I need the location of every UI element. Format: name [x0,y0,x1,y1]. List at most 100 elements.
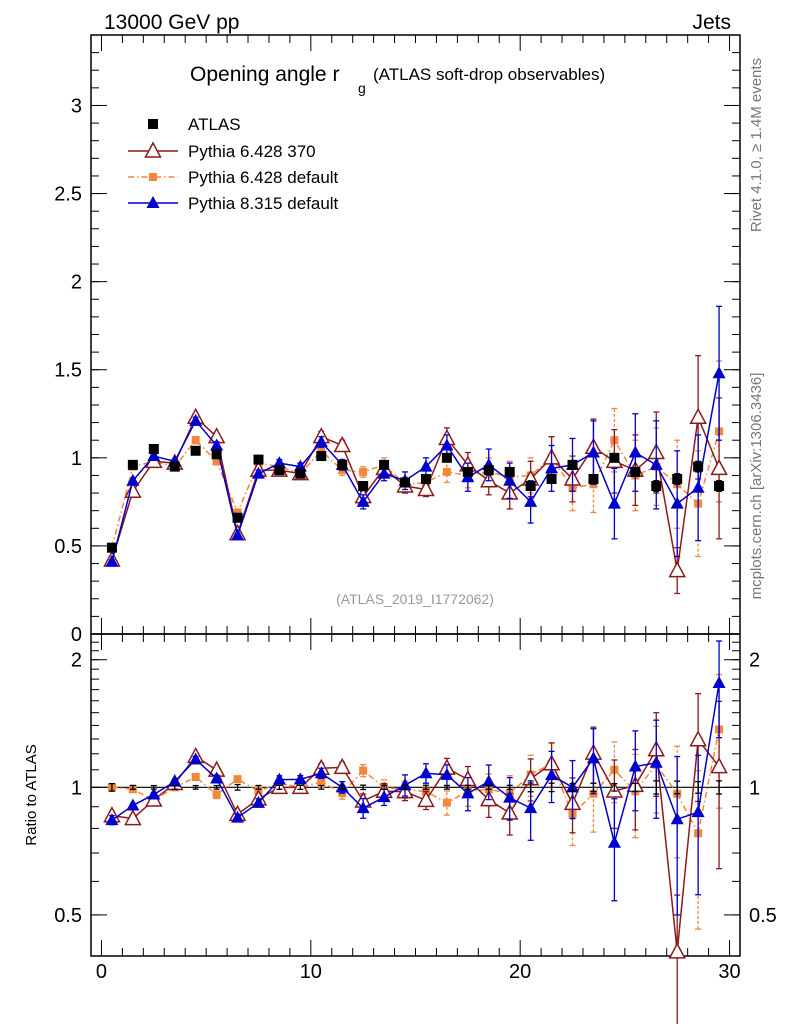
legend-label: Pythia 6.428 default [188,168,339,187]
main-point-pythia-8-315-default [545,461,559,474]
ratio-point-pythia-8-315-default [524,801,538,814]
ratio-point-pythia-6-428-370 [124,809,142,826]
main-point-atlas [148,444,159,455]
main-point-atlas [316,451,327,462]
main-point-pythia-8-315-default [314,434,328,447]
rivet-label: Rivet 4.1.0, ≥ 1.4M events [748,58,765,232]
main-point-pythia-8-315-default [419,459,433,472]
main-point-pythia-6-428-370 [710,458,728,476]
ratio-point-pythia-8-315-default [440,767,454,780]
legend: ATLAS Pythia 6.428 370 Pythia 6.428 defaul… [128,115,339,213]
main-point-pythia-6-428-default [442,467,451,476]
ratio-y-tick-label-right: 0.5 [749,905,777,927]
main-point-atlas [525,481,536,492]
ratio-point-pythia-8-315-default [168,774,182,787]
ratio-point-pythia-8-315-default [649,755,663,768]
ratio-point-pythia-8-315-default [147,787,161,800]
main-point-pythia-8-315-default [628,445,642,458]
main-point-pythia-8-315-default [272,456,286,469]
ratio-point-pythia-8-315-default [105,813,119,826]
main-point-pythia-8-315-default [524,494,538,507]
main-point-pythia-8-315-default [105,554,119,567]
main-point-atlas [274,465,285,476]
main-point-atlas [211,449,222,460]
ratio-point-pythia-8-315-default [482,774,496,787]
ratio-point-pythia-8-315-default [545,768,559,781]
ratio-point-pythia-8-315-default [670,812,684,825]
main-point-pythia-8-315-default [147,449,161,462]
main-point-atlas [420,473,431,484]
x-tick-label: 30 [718,961,740,983]
main-point-atlas [714,481,725,492]
main-point-pythia-8-315-default [189,413,203,426]
legend-label: Pythia 6.428 370 [188,142,316,161]
ratio-point-pythia-8-315-default [272,772,286,785]
main-line-pythia-6-428-default [111,431,720,548]
main-point-atlas [567,459,578,470]
main-point-pythia-6-428-default [233,508,242,517]
legend-entry-atlas: ATLAS [148,115,241,134]
ratio-point-pythia-8-315-default [628,759,642,772]
ratio-y-tick-label-right: 2 [749,650,760,672]
main-point-pythia-8-315-default [440,438,454,451]
main-line-pythia-6-428-370 [111,414,720,571]
main-point-pythia-6-428-default [317,446,326,455]
main-panel: 0 0.5 1 1.5 2 2.5 3 [54,34,741,646]
chart-title-subscript: g [358,80,366,96]
ratio-point-pythia-6-428-default [317,777,326,786]
main-y-tick-label: 0 [71,624,82,646]
main-point-atlas [253,454,264,465]
legend-marker [148,119,158,129]
ratio-point-pythia-6-428-370 [668,942,686,959]
main-point-pythia-8-315-default [607,496,621,509]
legend-entry-pythia-6-428-370: Pythia 6.428 370 [128,141,316,161]
ratio-point-pythia-8-315-default [231,810,245,823]
ratio-point-pythia-6-428-370 [710,757,728,774]
main-point-pythia-6-428-default [212,457,221,466]
main-point-pythia-8-315-default [503,473,517,486]
process-label: Jets [692,11,731,34]
main-point-pythia-6-428-370 [689,407,707,425]
x-tick-label: 10 [300,961,322,983]
chart-title: Opening angle r [190,63,339,86]
main-point-atlas [651,481,662,492]
ratio-point-pythia-8-315-default [398,778,412,791]
ratio-line-pythia-6-428-default [111,729,720,836]
ratio-point-pythia-8-315-default [461,786,475,799]
main-point-atlas [127,459,138,470]
main-point-pythia-8-315-default [126,473,140,486]
ratio-point-pythia-8-315-default [586,751,600,764]
ratio-point-pythia-8-315-default [691,805,705,818]
mcplots-label: mcplots.cern.ch [arXiv:1306.3436] [748,373,765,600]
main-point-pythia-8-315-default [691,480,705,493]
ratio-y-tick-label: 1 [71,777,82,799]
main-point-atlas [504,466,515,477]
energy-label: 13000 GeV pp [104,11,239,34]
legend-marker [146,196,160,208]
ratio-point-pythia-8-315-default [712,676,726,689]
ratio-line-pythia-8-315-default [111,682,720,846]
main-y-tick-label: 1 [71,448,82,470]
legend-entry-pythia-6-428-default: Pythia 6.428 default [128,168,339,187]
main-point-pythia-8-315-default [356,494,370,507]
main-point-pythia-8-315-default [231,528,245,541]
main-point-pythia-8-315-default [377,466,391,479]
main-point-atlas [379,459,390,470]
main-line-pythia-8-315-default [111,373,720,562]
legend-label: Pythia 8.315 default [188,194,339,213]
x-tick-label: 20 [509,961,531,983]
ratio-point-pythia-6-428-default [191,773,200,782]
ratio-y-axis-label: Ratio to ATLAS [23,744,40,845]
ratio-y-tick-label: 0.5 [54,905,82,927]
main-point-atlas [630,466,641,477]
main-point-atlas [693,461,704,472]
ratio-point-pythia-8-315-default [293,772,307,785]
legend-marker [144,141,162,158]
main-point-atlas [588,473,599,484]
ratio-series-pythia-6-428-default [107,673,724,930]
main-point-pythia-6-428-370 [333,435,351,453]
ratio-point-pythia-8-315-default [251,795,265,808]
ratio-frame [90,633,741,957]
ratio-y-tick-label-right: 1 [749,777,760,799]
